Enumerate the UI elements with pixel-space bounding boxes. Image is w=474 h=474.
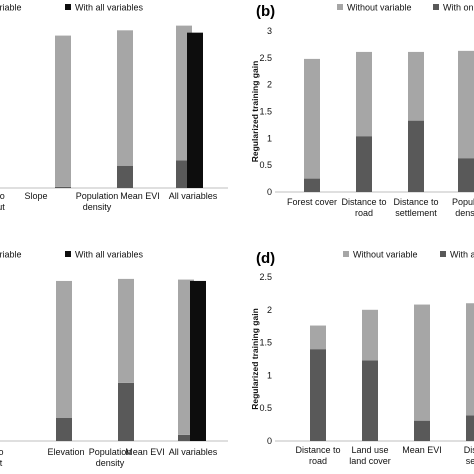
chart-panel-c: variable With all variables ot Elevation Pop… <box>0 250 228 468</box>
y-tick-label: 0.5 <box>259 160 272 170</box>
legend-label: Without variable <box>347 3 412 13</box>
legend-swatch <box>337 4 343 10</box>
category-label: Distance to <box>393 197 438 207</box>
category-label: settlement <box>395 208 437 218</box>
bar-with-segment <box>187 32 203 188</box>
y-tick-label: 2 <box>267 80 272 90</box>
y-tick-label: 2.5 <box>259 53 272 63</box>
legend-label: With on <box>443 3 474 13</box>
y-tick-label: 1 <box>267 133 272 143</box>
bar-without-segment <box>117 30 133 166</box>
bar-with-segment <box>356 136 372 192</box>
legend-label: Without variable <box>353 250 418 260</box>
bar-with-segment <box>55 186 71 188</box>
chart-panel-a: variable With all variables tout Slope Popul… <box>0 3 228 212</box>
category-label: density <box>96 458 125 468</box>
bar-with-segment <box>362 360 378 441</box>
category-label: o <box>0 447 4 457</box>
y-tick-label: 2 <box>267 305 272 315</box>
category-label: Population <box>89 447 132 457</box>
legend-swatch <box>440 251 446 257</box>
category-label: settl <box>466 456 474 466</box>
bar-without-segment <box>118 278 134 383</box>
legend-label: variable <box>0 250 22 260</box>
y-tick-label: 1.5 <box>259 338 272 348</box>
category-label: Distance to <box>295 445 340 455</box>
bar-with-segment <box>56 417 72 441</box>
legend-label: With all variables <box>75 250 144 260</box>
legend-swatch <box>65 251 71 257</box>
panel-label: (b) <box>256 3 275 20</box>
y-tick-label: 0 <box>267 436 272 446</box>
bar-without-segment <box>310 325 326 350</box>
category-label: Slope <box>24 191 47 201</box>
legend-label: variable <box>0 3 22 13</box>
bar-without-segment <box>356 51 372 137</box>
bar-with-segment <box>117 165 133 188</box>
category-label: Population <box>76 191 119 201</box>
bar-with-segment <box>304 178 320 192</box>
bar-with-segment <box>178 434 194 441</box>
y-axis-label: Regularized training gain <box>250 308 260 410</box>
y-tick-label: 3 <box>267 26 272 36</box>
bar-without-segment <box>414 304 430 421</box>
chart-panel-b: (b) Without variable With on 0 0.5 1 1.5 2 2.5 3 R… <box>250 3 474 218</box>
legend-swatch <box>343 251 349 257</box>
legend-swatch <box>433 4 439 10</box>
bar-without-segment <box>304 58 320 179</box>
legend-label: With all variables <box>75 3 144 13</box>
bar-without-segment <box>362 309 378 361</box>
category-label: t <box>0 458 3 468</box>
category-label: to <box>0 191 5 201</box>
category-label: Mean EVI <box>120 191 160 201</box>
category-label: road <box>309 456 327 466</box>
y-tick-label: 2.5 <box>259 272 272 282</box>
panel-label: (d) <box>256 250 275 267</box>
category-label: road <box>355 208 373 218</box>
bar-without-segment <box>408 51 424 121</box>
category-label: All variables <box>169 191 218 201</box>
bar-without-segment <box>466 303 474 416</box>
bar-with-segment <box>466 415 474 441</box>
bar-with-segment <box>310 349 326 441</box>
bar-with-segment <box>190 280 206 441</box>
category-label: Distance to <box>341 197 386 207</box>
category-label: Land use <box>351 445 388 455</box>
category-label: Popula <box>452 197 474 207</box>
category-label: Forest cover <box>287 197 337 207</box>
bar-with-segment <box>408 120 424 192</box>
y-tick-label: 0.5 <box>259 403 272 413</box>
category-label: ut <box>0 202 5 212</box>
category-label: Dista <box>464 445 474 455</box>
category-label: All variables <box>169 447 218 457</box>
y-axis-label: Regularized training gain <box>250 61 260 163</box>
category-label: Elevation <box>47 447 84 457</box>
bar-with-segment <box>118 382 134 441</box>
bar-with-segment <box>414 420 430 441</box>
category-label: density <box>83 202 112 212</box>
y-tick-label: 0 <box>267 187 272 197</box>
legend-label: With a <box>450 250 474 260</box>
bar-without-segment <box>55 35 71 187</box>
category-label: land cover <box>349 456 391 466</box>
y-tick-label: 1.5 <box>259 107 272 117</box>
bar-without-segment <box>458 50 474 159</box>
bar-with-segment <box>458 158 474 192</box>
chart-panel-d: (d) Without variable With a 0 0.5 1 1.5 2 2.5 Reg… <box>250 250 474 466</box>
category-label: Mean EVI <box>125 447 165 457</box>
bar-without-segment <box>56 280 72 418</box>
legend-swatch <box>65 4 71 10</box>
category-label: densi <box>455 208 474 218</box>
y-tick-label: 1 <box>267 370 272 380</box>
category-label: Mean EVI <box>402 445 442 455</box>
